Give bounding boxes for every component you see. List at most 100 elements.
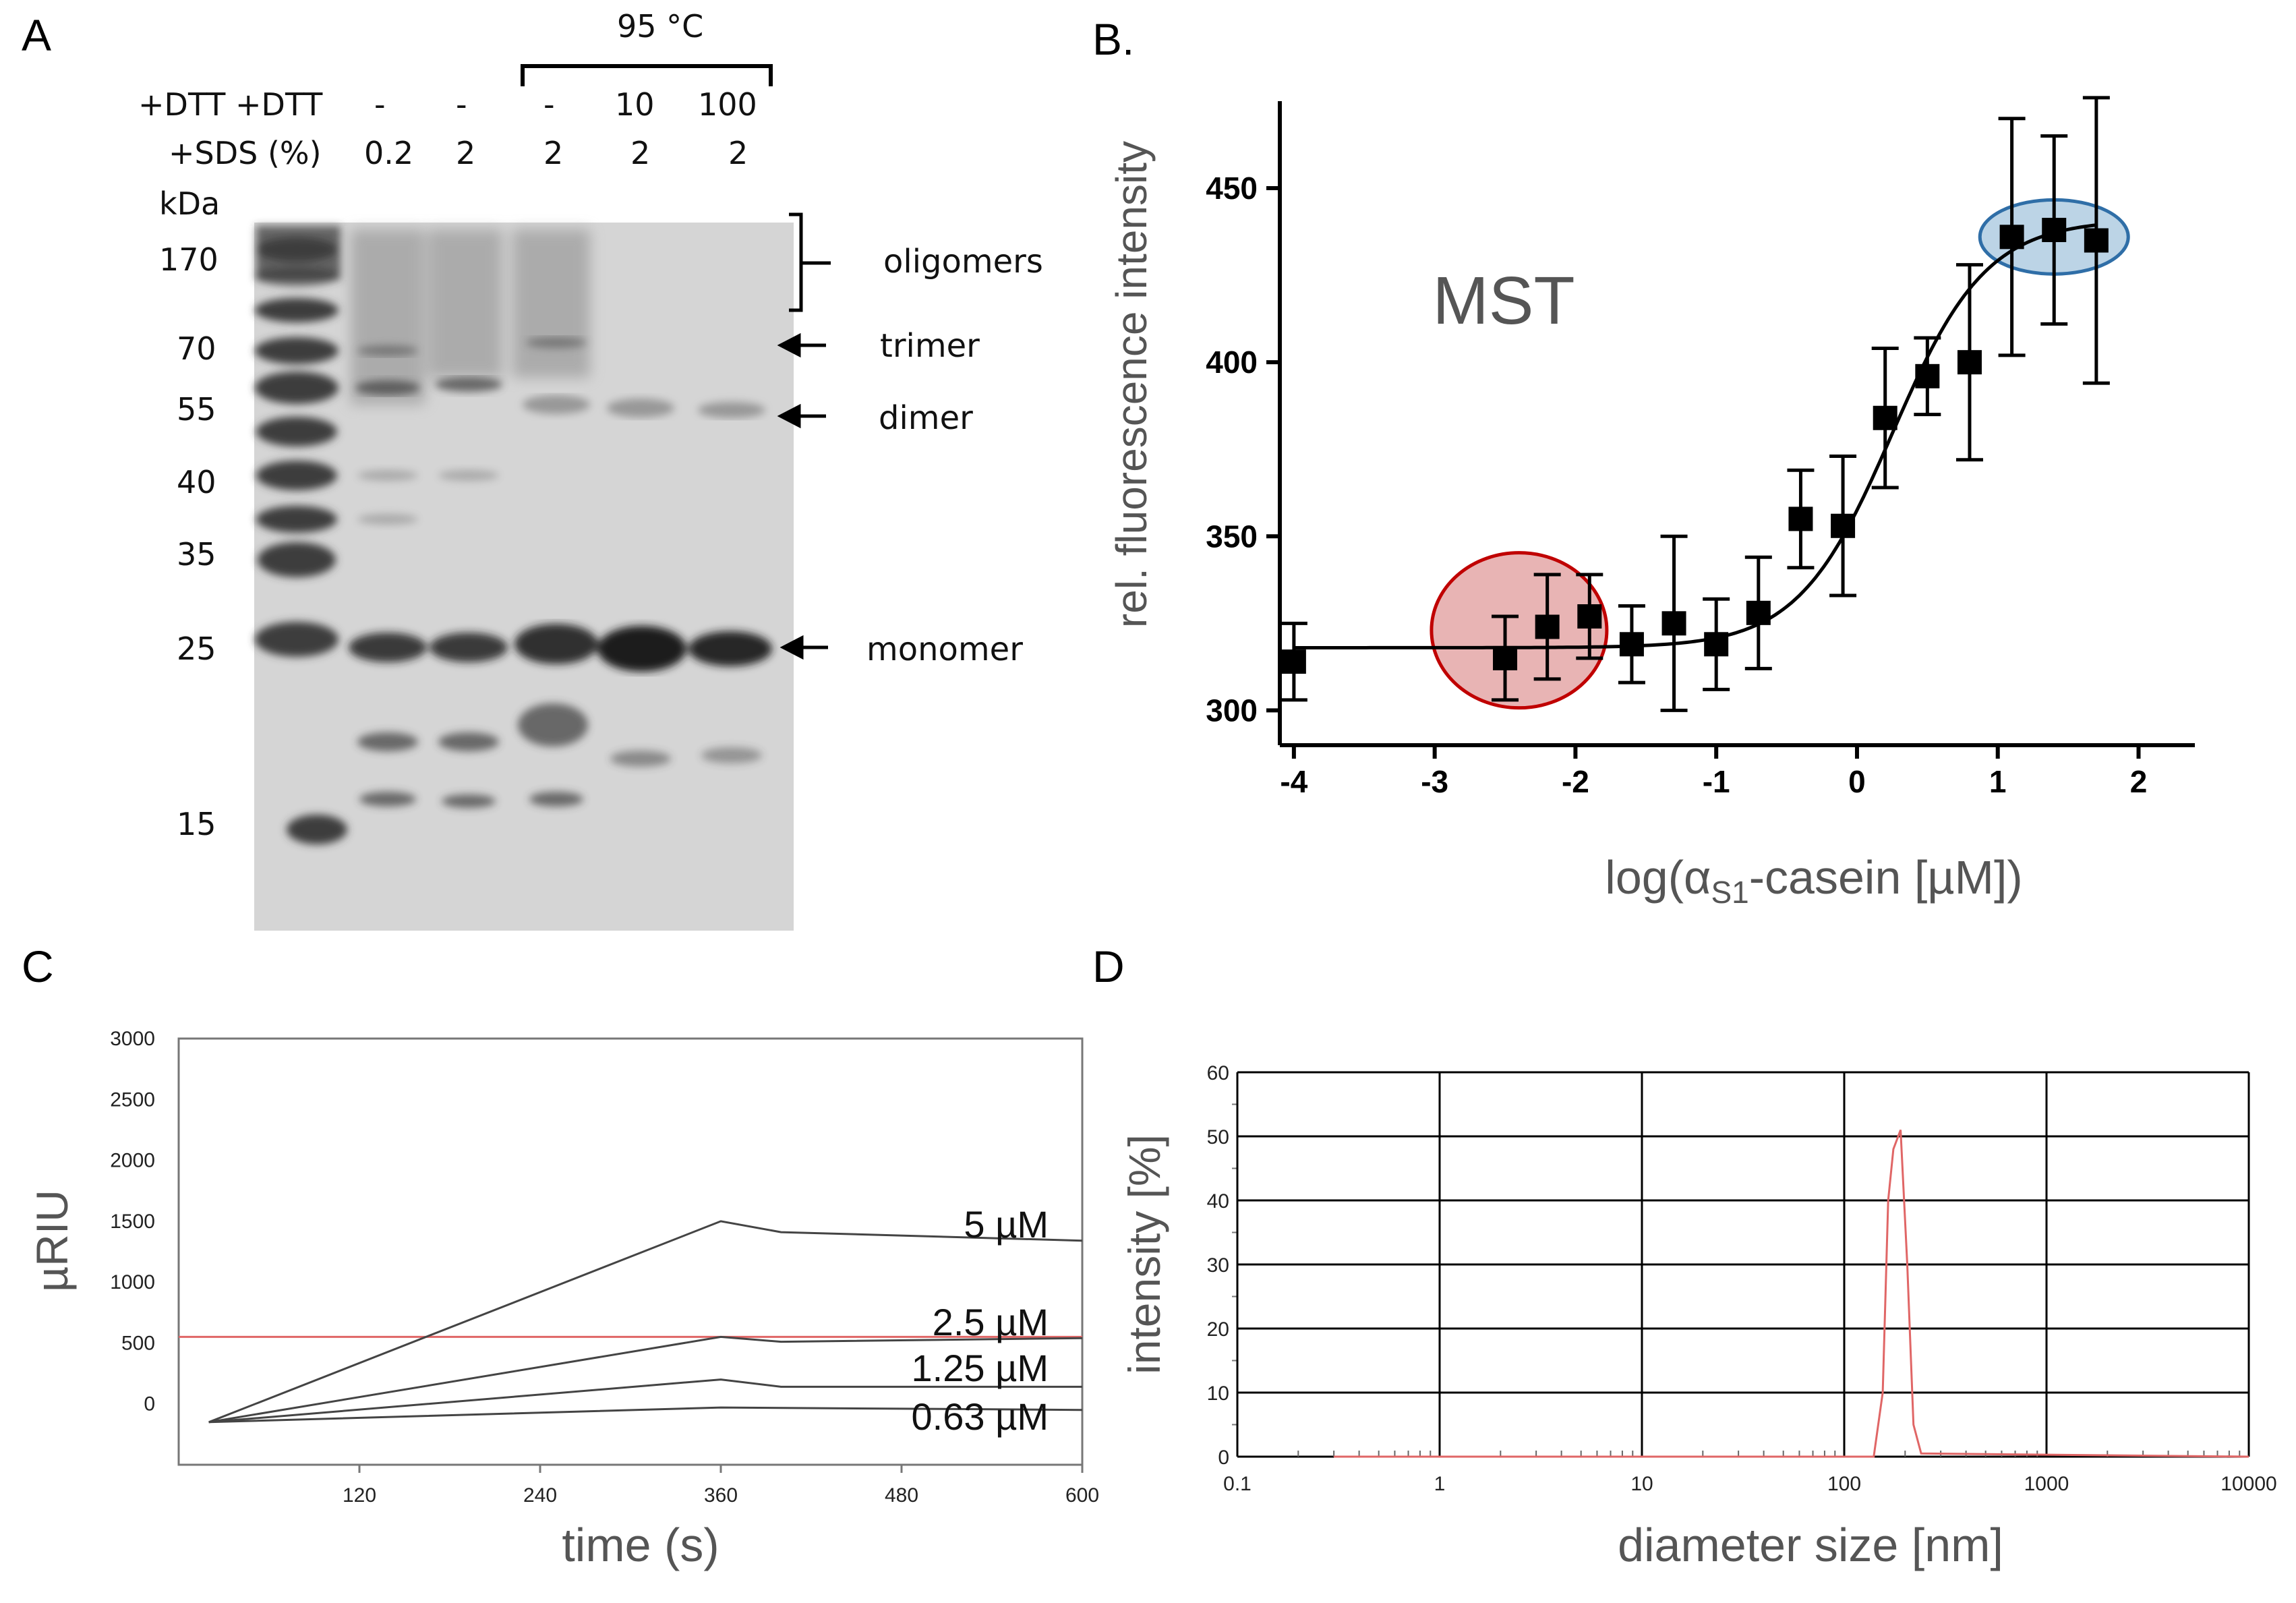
- low-plateau-highlight: [1430, 551, 1609, 710]
- x-tick-label: 480: [885, 1484, 918, 1507]
- marker-55: 55: [177, 391, 216, 428]
- y-tick-label: 500: [121, 1332, 155, 1354]
- kda-header: kDa: [159, 185, 220, 222]
- x-tick-label: 1000: [2024, 1473, 2069, 1495]
- x-tick-label: 0: [1848, 764, 1866, 799]
- y-tick-label: 0: [144, 1393, 155, 1416]
- y-tick-label: 10: [1207, 1382, 1229, 1405]
- sds-value: 0.2: [364, 135, 414, 171]
- data-point: [1619, 632, 1644, 657]
- sensorgram-line: [208, 1335, 1083, 1424]
- series-label: 1.25 µM: [912, 1347, 1049, 1389]
- data-point: [1704, 632, 1729, 657]
- ladder-lane: [255, 226, 347, 844]
- sensorgram-line: [208, 1220, 1083, 1424]
- fit-curve: [1293, 223, 2097, 649]
- marker-40: 40: [177, 464, 216, 500]
- spr-xlabel: time (s): [562, 1519, 719, 1571]
- lower-bands: [357, 703, 762, 808]
- data-point: [1281, 649, 1306, 674]
- dtt-value: -: [543, 86, 555, 123]
- y-tick-label: 400: [1206, 345, 1258, 380]
- lane-smears: [351, 229, 590, 405]
- x-tick-label: 600: [1065, 1484, 1099, 1507]
- label-monomer: monomer: [866, 631, 1023, 668]
- x-tick-label: -4: [1280, 764, 1307, 799]
- y-tick-label: 2500: [110, 1088, 155, 1111]
- marker-15: 15: [177, 806, 216, 842]
- trimer-bands: [357, 337, 587, 356]
- sds-row-label: +SDS (%): [169, 135, 322, 171]
- marker-170: 170: [159, 241, 218, 278]
- size-distribution-line: [1334, 1129, 2249, 1458]
- monomer-bands: [349, 624, 772, 672]
- y-tick-label: 300: [1206, 693, 1258, 728]
- sensorgram-line: [208, 1406, 1083, 1424]
- y-tick-label: 350: [1206, 519, 1258, 554]
- y-tick-label: 450: [1206, 171, 1258, 206]
- y-tick-label: 40: [1207, 1190, 1229, 1213]
- data-point: [1746, 600, 1771, 625]
- sds-value: 2: [456, 135, 476, 171]
- data-point: [1493, 645, 1518, 670]
- x-tick-label: 10: [1630, 1473, 1653, 1495]
- sds-value: 2: [728, 135, 748, 171]
- marker-35: 35: [177, 536, 216, 573]
- data-point: [1788, 506, 1813, 531]
- y-tick-label: 1000: [110, 1271, 155, 1293]
- sensorgram-line: [208, 1378, 1082, 1424]
- dls-ylabel: intensity [%]: [1119, 1134, 1169, 1374]
- x-tick-label: 0.1: [1223, 1473, 1252, 1495]
- x-tick-label: -3: [1421, 764, 1448, 799]
- y-tick-label: 60: [1207, 1062, 1229, 1084]
- data-point: [1535, 614, 1560, 639]
- dtt-value: 100: [698, 86, 757, 123]
- x-tick-label: -1: [1703, 764, 1730, 799]
- y-tick-label: 0: [1218, 1447, 1229, 1469]
- data-point: [2042, 218, 2067, 242]
- marker-70: 70: [177, 330, 216, 367]
- dtt-value: -: [456, 86, 467, 123]
- x-tick-label: 240: [523, 1484, 557, 1507]
- panel-d-letter: D: [1092, 941, 1125, 991]
- x-tick-label: 10000: [2220, 1473, 2276, 1495]
- sds-value: 2: [543, 135, 564, 171]
- gel-arrows: [777, 332, 828, 660]
- dtt-value: -: [374, 86, 386, 123]
- label-trimer: trimer: [880, 327, 980, 365]
- y-tick-label: 1500: [110, 1211, 155, 1233]
- y-tick-label: 50: [1207, 1126, 1229, 1148]
- data-point: [1831, 513, 1856, 538]
- dtt-value: 10: [615, 86, 655, 123]
- mst-xlabel: log(αS1-casein [µM]): [1605, 851, 2022, 910]
- y-tick-label: 3000: [110, 1028, 155, 1050]
- series-label: 0.63 µM: [912, 1395, 1049, 1438]
- sds-value: 2: [630, 135, 651, 171]
- heat-bracket: [521, 64, 773, 86]
- mst-chart: MST rel. fluorescence intensity log(αS1-…: [1107, 96, 2195, 910]
- mst-title: MST: [1432, 263, 1574, 339]
- data-point: [1577, 604, 1602, 629]
- panel-a-letter: A: [22, 10, 52, 60]
- y-tick-label: 2000: [110, 1150, 155, 1172]
- dtt-row-label: +DTT +DTT: [138, 86, 323, 123]
- data-point: [1957, 350, 1982, 375]
- y-tick-label: 30: [1207, 1254, 1229, 1277]
- dls-xlabel: diameter size [nm]: [1618, 1519, 2003, 1571]
- y-tick-label: 20: [1207, 1318, 1229, 1341]
- panel-c-letter: C: [22, 941, 54, 991]
- series-label: 2.5 µM: [933, 1301, 1049, 1343]
- label-dimer: dimer: [879, 399, 973, 437]
- x-tick-label: 360: [704, 1484, 738, 1507]
- data-point: [1999, 225, 2024, 250]
- x-tick-label: 120: [343, 1484, 376, 1507]
- sds-page-gel: [254, 64, 831, 931]
- label-oligomers: oligomers: [883, 243, 1043, 281]
- oligomer-bracket: [789, 212, 831, 312]
- marker-25: 25: [177, 631, 216, 667]
- x-tick-label: 2: [2130, 764, 2148, 799]
- x-tick-label: 1: [1989, 764, 2007, 799]
- data-point: [2084, 228, 2109, 253]
- series-label: 5 µM: [964, 1203, 1049, 1246]
- data-point: [1661, 611, 1686, 636]
